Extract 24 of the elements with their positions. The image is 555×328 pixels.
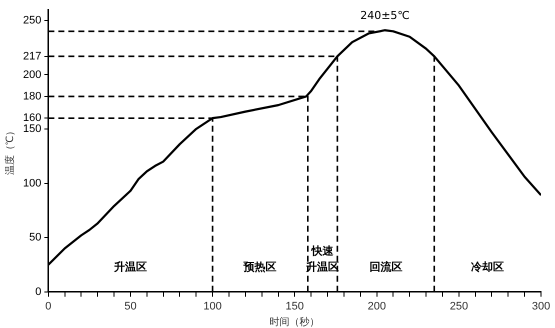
- y-tick-label: 217: [22, 50, 42, 62]
- annotation: 240±5℃: [360, 9, 410, 22]
- y-tick-label: 150: [22, 123, 42, 136]
- y-axis-title: 温度（℃）: [4, 126, 16, 176]
- y-tick-label: 200: [22, 68, 42, 81]
- y-tick-label: 0: [35, 286, 42, 298]
- y-tick-label: 100: [22, 177, 42, 190]
- x-tick-label: 200: [368, 300, 386, 312]
- x-tick-label: 50: [124, 300, 137, 312]
- x-tick-label: 150: [285, 300, 304, 312]
- x-tick-label: 250: [450, 300, 468, 312]
- annotation: 预热区: [242, 260, 277, 274]
- y-tick-label: 180: [22, 90, 42, 102]
- x-tick-label: 0: [45, 300, 52, 312]
- y-tick-label: 160: [22, 112, 42, 124]
- y-tick-label: 50: [29, 232, 42, 244]
- x-axis-title: 时间（秒）: [270, 316, 320, 328]
- y-tick-label: 250: [22, 14, 42, 26]
- annotation: 冷却区: [471, 260, 504, 274]
- annotation: 升温区: [112, 260, 147, 274]
- annotation: 快速升温区: [305, 244, 340, 274]
- x-tick-label: 100: [203, 300, 222, 312]
- annotation: 回流区: [369, 260, 402, 274]
- x-tick-label: 300: [532, 300, 550, 312]
